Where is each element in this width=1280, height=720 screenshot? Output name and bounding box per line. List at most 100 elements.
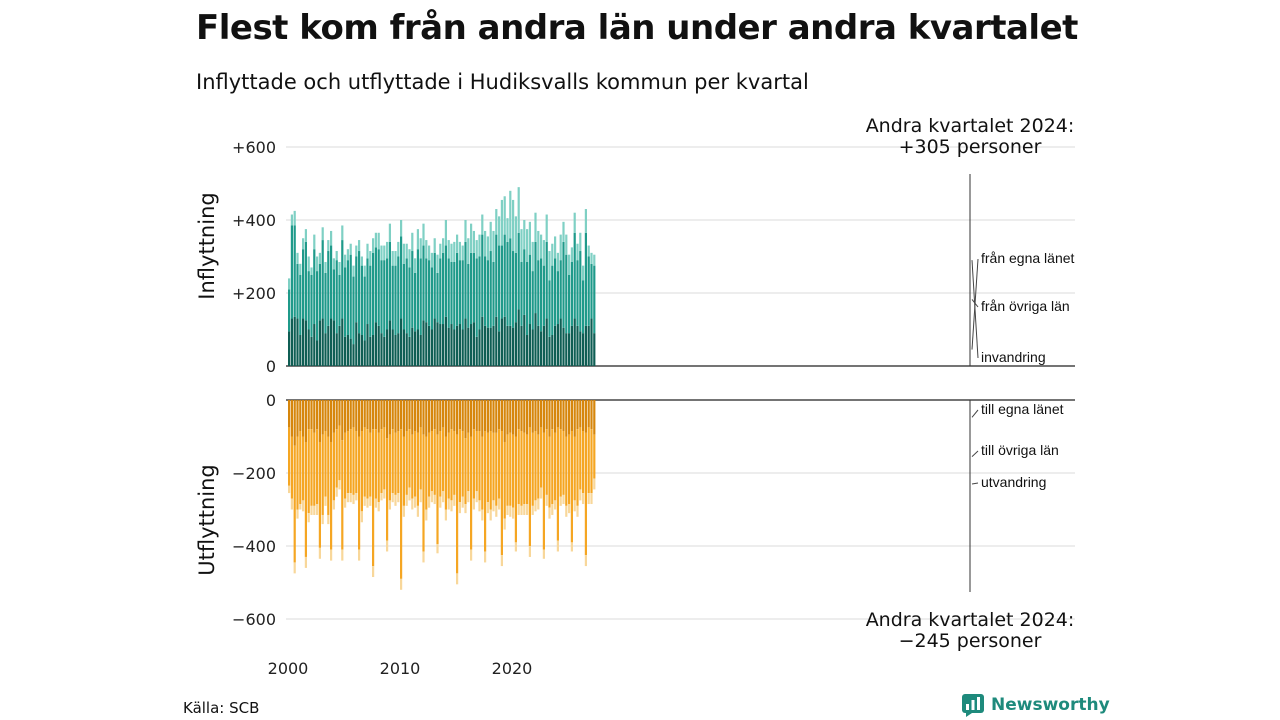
bar (551, 400, 554, 430)
bar (576, 505, 579, 517)
bar (506, 325, 509, 366)
bar (388, 223, 391, 242)
bar (565, 505, 568, 517)
bar (416, 229, 419, 250)
bar (394, 494, 397, 506)
bar (363, 276, 366, 341)
bar (374, 232, 377, 248)
bar (400, 400, 403, 430)
bar (542, 265, 545, 326)
bar (360, 400, 363, 432)
bar (428, 325, 431, 366)
bar (341, 225, 344, 241)
bar (377, 325, 380, 366)
bar (453, 329, 456, 366)
newsworthy-icon (962, 694, 984, 717)
bar (478, 500, 481, 512)
bar (506, 434, 509, 506)
bar (464, 400, 467, 439)
bar (554, 400, 557, 433)
outflow-panel: 0 −200 −400 −600 Utflyttning till egna länet t… (195, 391, 1075, 652)
bar (444, 220, 447, 246)
bar (290, 225, 293, 319)
bar (582, 493, 585, 505)
bar (512, 251, 515, 328)
bar (562, 494, 565, 505)
bar (514, 252, 517, 323)
bar (495, 316, 498, 366)
bar (568, 434, 571, 505)
bar (346, 334, 349, 366)
bar (386, 241, 389, 259)
bar (321, 514, 324, 525)
bar (299, 400, 302, 432)
bar (374, 429, 377, 499)
bar (433, 400, 436, 430)
bar (537, 325, 540, 366)
bar (512, 507, 515, 519)
bar (318, 320, 321, 367)
bar (380, 400, 383, 430)
bar (514, 400, 517, 437)
bar (509, 432, 512, 506)
bar (475, 400, 478, 432)
bar (341, 549, 344, 561)
bar (587, 256, 590, 326)
x-tick-label: 2010 (380, 659, 421, 678)
bar (503, 400, 506, 442)
bar (372, 334, 375, 366)
bar (526, 504, 529, 515)
bar (570, 431, 573, 543)
bar (582, 265, 585, 281)
bar (430, 491, 433, 503)
bar (542, 432, 545, 550)
bar (447, 400, 450, 433)
bar (481, 234, 484, 317)
bar (556, 540, 559, 552)
bar (299, 274, 302, 335)
bar (414, 331, 417, 366)
bar (442, 400, 445, 428)
bar (372, 400, 375, 430)
bar (430, 329, 433, 366)
bar (307, 329, 310, 366)
bar (506, 400, 509, 435)
bar (372, 252, 375, 335)
bar (489, 431, 492, 510)
bar (514, 322, 517, 366)
bar (464, 438, 467, 505)
bar (400, 429, 403, 579)
bar (514, 542, 517, 552)
bar (587, 493, 590, 505)
bar (442, 427, 445, 492)
bar (470, 223, 473, 253)
bar (313, 400, 316, 433)
bar (517, 429, 520, 505)
bar (288, 427, 291, 486)
bar (318, 400, 321, 442)
bar (568, 274, 571, 334)
bar (296, 318, 299, 366)
bar (414, 272, 417, 332)
bar (509, 238, 512, 326)
bar (517, 400, 520, 430)
bar (534, 400, 537, 432)
bar (313, 432, 316, 506)
bar (428, 432, 431, 497)
bar (293, 400, 296, 446)
bar (290, 214, 293, 226)
bar (531, 505, 534, 515)
bar (346, 400, 349, 432)
bar (489, 221, 492, 252)
bar (341, 440, 344, 550)
bar (523, 504, 526, 515)
bar (414, 400, 417, 432)
bar (302, 500, 305, 512)
bar (520, 261, 523, 326)
bar (587, 245, 590, 257)
bar (307, 513, 310, 523)
bar (447, 258, 450, 328)
bar (461, 400, 464, 432)
bar (593, 265, 596, 334)
bar (436, 400, 439, 435)
